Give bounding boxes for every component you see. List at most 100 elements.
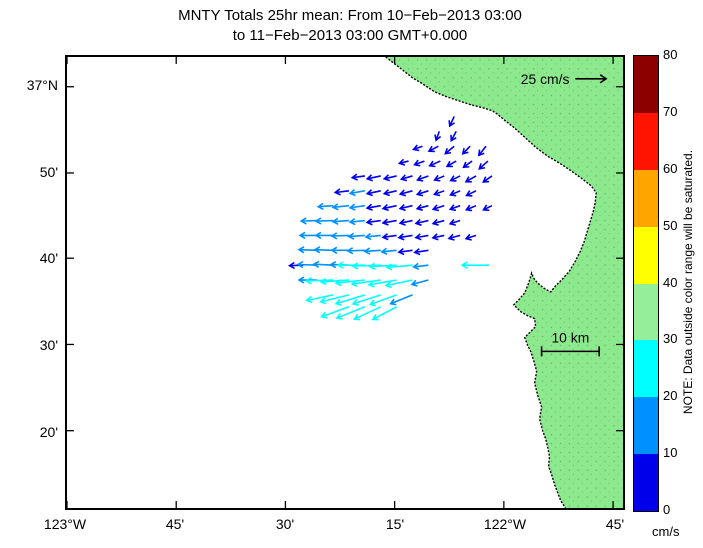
current-vector-arrow [333, 188, 350, 196]
current-vector-arrow [352, 306, 382, 321]
current-vector-arrow [449, 175, 461, 182]
x-tick-label: 15' [385, 516, 405, 532]
current-vector-arrow [368, 294, 397, 307]
colorbar-tick-label: 80 [663, 47, 678, 62]
current-vector-arrow [413, 159, 425, 167]
current-vector-arrow [477, 145, 487, 157]
x-tick-label: 45' [605, 516, 625, 532]
current-vector-arrow [433, 174, 445, 182]
current-vector-arrow [382, 174, 397, 182]
coastline [385, 57, 597, 508]
colorbar-segment [634, 169, 658, 227]
colorbar-segment [634, 226, 658, 284]
colorbar-segment [634, 454, 658, 511]
current-vector-arrow [365, 218, 381, 226]
current-vector-arrow [416, 174, 429, 182]
current-vector-arrow [385, 263, 413, 271]
colorbar-note: NOTE: Data outside color range will be s… [681, 149, 695, 415]
current-vector-arrow [397, 233, 413, 241]
current-vector-arrow [381, 218, 397, 226]
current-vector-arrow [348, 217, 365, 226]
current-vector-arrow [364, 232, 381, 241]
current-vector-arrow [482, 175, 493, 183]
current-vector-arrow [334, 294, 366, 306]
current-vector-arrow [320, 306, 350, 319]
scale-arrow: 25 cm/s [521, 71, 608, 87]
current-vector-arrow [365, 189, 381, 197]
current-vector-arrow [330, 232, 349, 240]
current-vector-arrow [397, 247, 413, 256]
current-vector-arrow [314, 231, 334, 240]
current-vector-arrow [449, 189, 461, 197]
current-vector-arrow [431, 233, 445, 241]
current-vector-arrow [434, 131, 442, 142]
land-texture [385, 57, 623, 508]
y-tick-label: 40' [39, 250, 58, 266]
current-vector-arrow [335, 306, 366, 320]
current-vector-arrow [367, 279, 397, 288]
colorbar-tick-label: 0 [663, 502, 671, 517]
colorbar-tick-label: 60 [663, 160, 678, 176]
current-vector-arrow [462, 160, 473, 169]
current-vector-arrow [314, 217, 334, 225]
current-vector-arrow [448, 204, 461, 212]
current-vector-arrow [412, 262, 429, 271]
current-vector-arrow [428, 160, 441, 168]
current-vector-arrow [398, 203, 413, 212]
current-vector-arrow [413, 248, 429, 256]
colorbar-unit: cm/s [652, 524, 680, 539]
current-vector-arrow [398, 218, 413, 226]
current-vector-arrow [448, 218, 461, 226]
current-vector-arrow [365, 203, 381, 211]
current-vector-arrow [414, 233, 429, 241]
current-vector-arrow [330, 246, 349, 254]
current-vector-arrow [348, 189, 365, 197]
current-vector-arrow [331, 203, 350, 211]
current-vector-arrow [412, 144, 423, 152]
current-vector-arrow [460, 261, 489, 269]
current-vector-arrow [380, 247, 397, 255]
current-vector-arrow [399, 174, 413, 182]
land [385, 57, 623, 508]
current-vector-arrow [415, 203, 429, 212]
current-vector-arrow [305, 294, 334, 304]
current-vector-arrow [398, 189, 413, 197]
colorbar-segment [634, 340, 658, 398]
current-vector-arrow [347, 232, 365, 240]
current-vector-arrow [427, 145, 439, 153]
chart-title-line2: to 11−Feb−2013 03:00 GMT+0.000 [232, 27, 468, 44]
colorbar-tick-label: 50 [663, 217, 678, 233]
current-vector-arrow [478, 160, 489, 170]
current-vector-arrow [397, 158, 409, 166]
colorbar-tick-label: 40 [663, 274, 678, 290]
colorbar-tick-label: 20 [663, 388, 678, 404]
current-vector-arrow [464, 175, 477, 183]
axis-ticks [67, 57, 623, 508]
current-vector-arrow [304, 277, 334, 285]
y-tick-label: 20' [39, 424, 58, 440]
current-vectors [287, 116, 493, 321]
colorbar-tick-label: 70 [663, 103, 678, 119]
current-vector-arrow [298, 231, 318, 240]
y-tick-label: 30' [39, 337, 58, 353]
current-vector-arrow [415, 189, 429, 197]
x-tick-label: 123°W [43, 516, 87, 532]
y-tick-label: 50' [39, 164, 58, 180]
scale-bar-line [540, 346, 600, 357]
current-vector-arrow [448, 116, 456, 128]
current-vector-arrow [371, 306, 398, 321]
colorbar-segment [634, 397, 658, 455]
current-vector-arrow [389, 294, 413, 306]
map-svg: 25 cm/s 10 km [67, 57, 623, 508]
x-tick-label: 45' [165, 516, 185, 532]
colorbar [633, 55, 659, 512]
current-vector-arrow [350, 173, 365, 181]
current-vector-arrow [299, 217, 318, 225]
current-vector-arrow [450, 130, 457, 142]
scale-arrow-label: 25 cm/s [521, 71, 570, 87]
current-vector-arrow [464, 204, 477, 212]
current-vector-arrow [465, 190, 477, 197]
current-vector-arrow [319, 294, 350, 305]
current-vector-arrow [297, 246, 318, 254]
